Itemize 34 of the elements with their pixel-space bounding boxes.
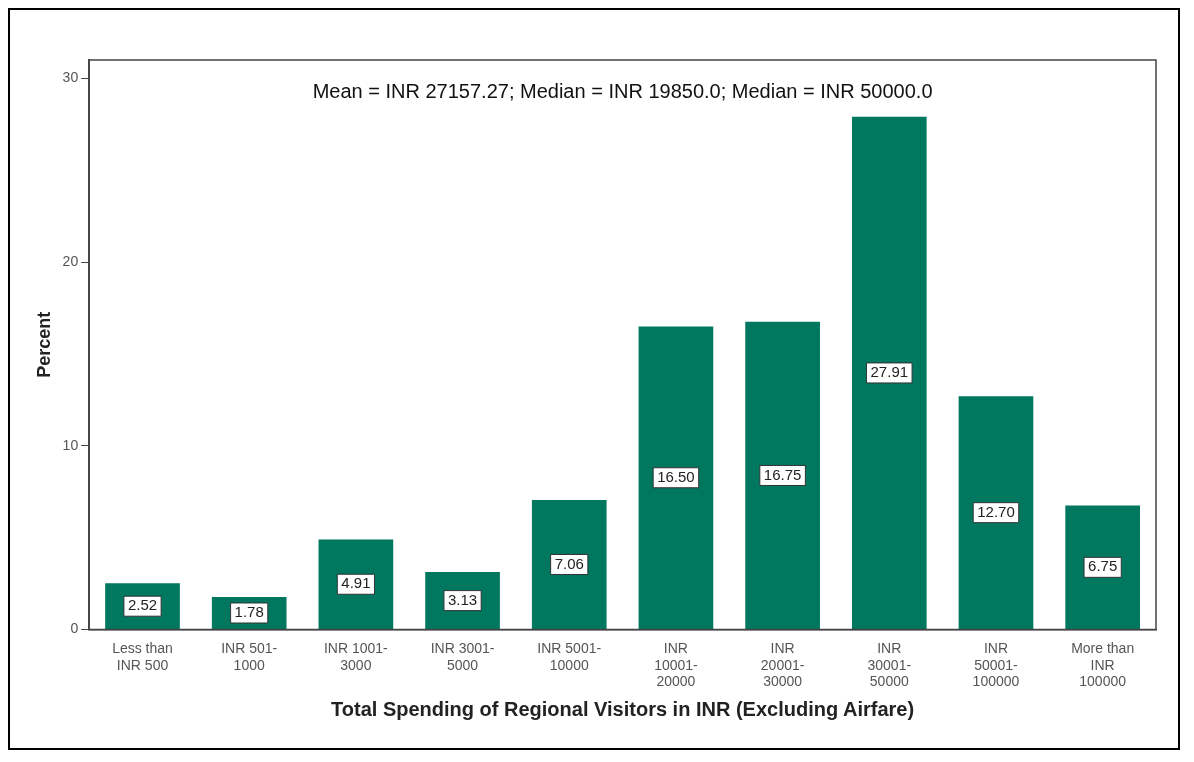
x-tick-label: INR 20001-30000 [760,639,805,690]
y-axis-title: Percent [33,311,54,378]
x-tick-label: INR 501-1000 [221,639,278,673]
y-tick-label: 20 [62,252,79,269]
data-label: 16.50 [657,467,695,485]
data-label: 16.75 [763,465,802,483]
picture-frame: Total Spending of Regional Visitors in INR (Excluding Airfare) Percent Less than INR 500 INR 501-1000 INR 1001-3000 INR 3001-5000 INR 5001-10000 INR 10001-20000 INR 20001-30000 INR 30001-50000 INR 50001-100000 More than INR 100000 0 10 20 30 2.52 1.78 4.91 3.13 7.06 16.50 16.75 27.91 12.70 6.75 Mean = INR 27157.27; Median = INR 19850.0; Median = INR 50000.0 [8,8,1180,750]
annotation: Mean = INR 27157.27; Median = INR 19850.0; Median = INR 50000.0 [312,79,933,102]
data-label: 4.91 [341,574,371,592]
bar [958,396,1034,630]
x-tick-label: INR 5001-10000 [537,639,602,673]
bar [1065,505,1140,630]
bar [531,499,607,630]
data-label: 6.75 [1088,557,1118,575]
x-tick-label: More than INR 100000 [1071,639,1135,690]
x-tick-label: INR 30001-50000 [867,639,912,690]
data-label: 27.91 [870,363,909,381]
x-tick-label: Less than INR 500 [112,639,173,673]
data-label: 12.70 [977,502,1015,520]
x-tick-label: INR 50001-100000 [972,639,1020,690]
y-tick-label: 10 [62,436,79,453]
data-label: 2.52 [127,596,158,614]
data-label: 1.78 [234,603,264,621]
bar [745,321,820,630]
data-label: 7.06 [554,554,584,572]
data-label: 3.13 [447,590,478,608]
x-tick-label: INR 1001-3000 [323,639,389,673]
x-tick-label: INR 3001-5000 [430,639,495,673]
y-tick-label: 0 [70,620,79,637]
x-tick-label: INR 10001-20000 [654,639,699,690]
bar [851,116,927,630]
x-axis-title: Total Spending of Regional Visitors in INR (Excluding Airfare) [331,697,915,720]
bar [638,326,714,630]
y-tick-label: 30 [62,69,79,86]
